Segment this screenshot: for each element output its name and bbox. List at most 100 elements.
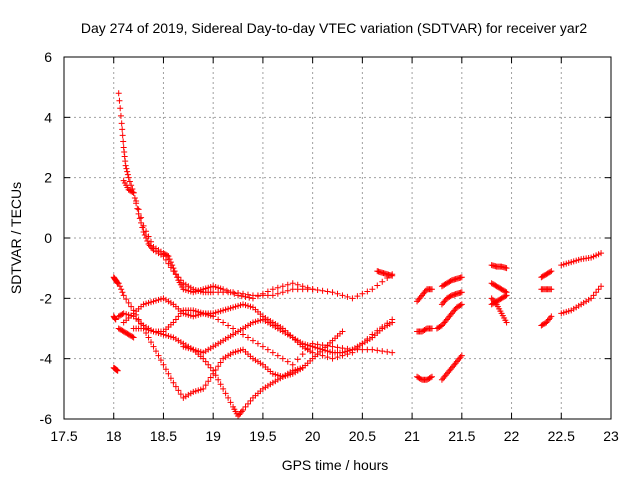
data-point — [114, 280, 121, 287]
data-point — [279, 289, 286, 296]
data-point — [162, 256, 169, 263]
data-point — [264, 346, 271, 353]
data-point — [503, 292, 510, 299]
data-point — [225, 394, 232, 401]
data-point — [279, 283, 286, 290]
y-tick-label: 2 — [44, 170, 52, 186]
series-track-s — [438, 352, 465, 383]
data-point — [120, 292, 127, 299]
data-point — [503, 265, 510, 272]
series-track-y — [538, 286, 555, 293]
data-point — [364, 288, 371, 295]
data-point — [314, 287, 321, 294]
data-point — [279, 355, 286, 362]
data-point — [177, 391, 184, 398]
data-point — [140, 222, 147, 229]
data-point — [428, 373, 435, 380]
data-point — [116, 97, 123, 104]
data-point — [200, 385, 207, 392]
data-point — [167, 259, 174, 266]
data-point — [120, 138, 127, 145]
data-point — [304, 284, 311, 291]
data-point — [369, 286, 376, 293]
data-point — [118, 120, 125, 127]
data-point — [548, 286, 555, 293]
data-point — [246, 294, 253, 301]
data-point — [169, 262, 176, 269]
data-point — [240, 331, 247, 338]
data-point — [319, 352, 326, 359]
data-point — [220, 385, 227, 392]
data-point — [284, 281, 291, 288]
data-point — [457, 302, 464, 309]
series-track-aa — [558, 250, 605, 269]
chart-title: Day 274 of 2019, Sidereal Day-to-day VTE… — [81, 20, 587, 36]
data-point — [117, 105, 124, 112]
data-point — [269, 349, 276, 356]
data-point — [227, 289, 234, 296]
data-point — [319, 287, 326, 294]
data-point — [145, 334, 152, 341]
data-point — [155, 352, 162, 359]
data-point — [502, 293, 509, 300]
data-point — [339, 328, 346, 335]
data-point — [595, 286, 602, 293]
data-point — [264, 288, 271, 295]
data-point — [124, 168, 131, 175]
data-point — [238, 293, 245, 300]
data-point — [548, 268, 555, 275]
data-point — [148, 339, 155, 346]
data-point — [172, 271, 179, 278]
y-tick-label: 6 — [44, 49, 52, 65]
series-track-x — [538, 268, 555, 281]
series-track-n — [414, 325, 435, 335]
data-point — [458, 274, 465, 281]
data-points — [110, 90, 605, 419]
series-track-l — [374, 268, 396, 279]
y-tick-label: -4 — [40, 351, 53, 367]
data-point — [384, 348, 391, 355]
data-point — [244, 400, 251, 407]
series-track-h — [115, 325, 137, 341]
y-tick-label: -2 — [40, 290, 53, 306]
series-track-k — [110, 313, 119, 323]
series-track-t — [488, 262, 510, 272]
x-axis-label: GPS time / hours — [282, 457, 389, 473]
data-point — [458, 289, 465, 296]
data-point — [284, 358, 291, 365]
data-point — [294, 281, 301, 288]
data-point — [222, 390, 229, 397]
data-point — [162, 366, 169, 373]
data-point — [458, 301, 465, 308]
data-point — [172, 383, 179, 390]
data-point — [249, 337, 256, 344]
data-point — [112, 316, 119, 323]
x-tick-label: 19.5 — [249, 428, 276, 444]
data-point — [164, 252, 171, 259]
data-point — [324, 288, 331, 295]
data-point — [123, 296, 130, 303]
data-point — [138, 219, 145, 226]
data-point — [259, 343, 266, 350]
x-tick-label: 22.5 — [548, 428, 575, 444]
data-point — [202, 358, 209, 365]
data-point — [129, 188, 136, 195]
data-point — [126, 178, 133, 185]
data-point — [175, 387, 182, 394]
data-point — [254, 340, 261, 347]
data-point — [235, 292, 242, 299]
data-point — [259, 290, 266, 297]
data-point — [598, 250, 605, 257]
series-track-m — [414, 286, 435, 305]
data-point — [274, 284, 281, 291]
data-point — [202, 382, 209, 389]
data-point — [329, 355, 336, 362]
x-tick-label: 20.5 — [349, 428, 376, 444]
data-point — [165, 370, 172, 377]
data-point — [200, 355, 207, 362]
data-point — [207, 364, 214, 371]
data-point — [115, 90, 122, 97]
data-point — [170, 319, 177, 326]
axis-ticks: 17.5 18 18.5 19 19.5 20 20.5 21 21.5 22 22.5 23-6-4… — [40, 49, 619, 444]
